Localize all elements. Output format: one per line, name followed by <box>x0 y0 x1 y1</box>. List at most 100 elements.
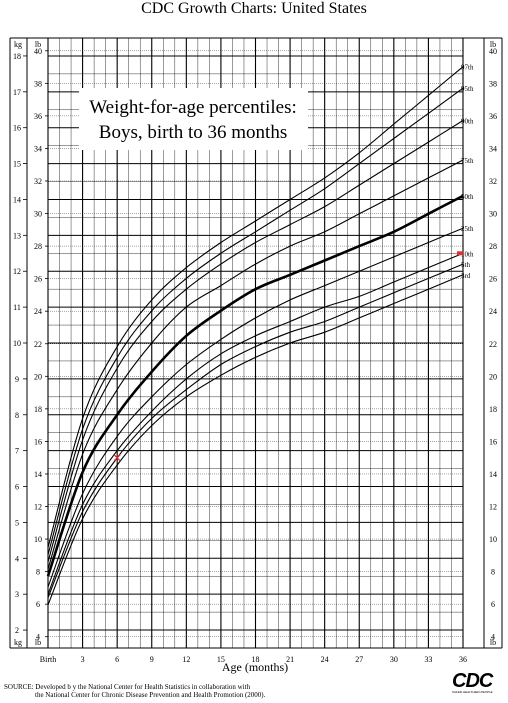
source-line-2: the National Center for Chronic Disease … <box>35 691 266 699</box>
percentile-labels: 97th 95th 90th 75th 50th 25th 10th 5th 3rd <box>461 64 474 280</box>
kg-tick-label: 17 <box>13 88 21 97</box>
lb-tick-label-left: 22 <box>34 340 42 349</box>
cdc-logo: CDC SAFER·HEALTHIER·PEOPLE <box>452 671 500 701</box>
kg-tick-label: 8 <box>15 411 19 420</box>
lb-tick-label-right: 36 <box>489 112 497 121</box>
percentile-label-97th: 97th <box>461 64 474 72</box>
lb-tick-label-left: 4 <box>36 633 40 642</box>
title-box <box>79 88 308 150</box>
lb-tick-label-left: 28 <box>34 242 42 251</box>
x-tick-label: 6 <box>115 655 119 664</box>
lb-tick-label-right: 32 <box>489 177 497 186</box>
lb-tick-label-left: 38 <box>34 79 42 88</box>
kg-tick-label: 6 <box>15 483 19 492</box>
kg-tick-label: 15 <box>13 160 21 169</box>
chart-title-line1: Weight-for-age percentiles: <box>89 97 297 118</box>
x-tick-label: 15 <box>217 655 225 664</box>
x-tick-label: 21 <box>286 655 294 664</box>
percentile-label-50th: 50th <box>461 193 474 201</box>
lb-tick-label-right: 12 <box>489 503 497 512</box>
kg-tick-label: 7 <box>15 447 19 456</box>
kg-unit-bottom: kg <box>14 638 22 647</box>
lb-tick-label-right: 18 <box>489 405 497 414</box>
kg-tick-label: 4 <box>15 554 19 563</box>
x-tick-label: 33 <box>424 655 432 664</box>
lb-tick-label-left: 6 <box>36 600 40 609</box>
lb-tick-label-right: 22 <box>489 340 497 349</box>
percentile-line-10th <box>47 252 464 595</box>
source-line-1: SOURCE: Developed b y the National Cente… <box>4 683 251 691</box>
lb-tick-label-left: 36 <box>34 112 42 121</box>
kg-tick-label: 2 <box>15 626 19 635</box>
lb-tick-label-left: 26 <box>34 275 42 284</box>
lb-tick-label-right: 28 <box>489 242 497 251</box>
lb-tick-label-right: 30 <box>489 210 497 219</box>
x-tick-label: 24 <box>321 655 329 664</box>
percentile-line-25th <box>47 227 464 588</box>
lb-tick-label-right: 24 <box>489 307 497 316</box>
edge-marker <box>457 251 463 256</box>
lb-tick-label-left: 32 <box>34 177 42 186</box>
lb-tick-label-right: 34 <box>489 144 497 153</box>
lb-unit-left-bottom: lb <box>35 638 41 647</box>
lb-tick-label-left: 8 <box>36 568 40 577</box>
percentile-label-3rd: 3rd <box>461 272 471 280</box>
lb-tick-label-left: 16 <box>34 437 42 446</box>
percentile-line-3rd <box>47 274 464 606</box>
lb-tick-label-left: 34 <box>34 144 42 153</box>
percentile-label-90th: 90th <box>461 118 474 126</box>
percentile-line-97th <box>47 66 464 548</box>
kg-tick-label: 16 <box>13 124 21 133</box>
percentile-label-5th: 5th <box>461 261 470 269</box>
percentile-label-10th: 10th <box>461 250 474 258</box>
lb-tick-label-left: 18 <box>34 405 42 414</box>
lb-tick-label-right: 8 <box>491 568 495 577</box>
lb-tick-label-right: 40 <box>489 47 497 56</box>
kg-tick-label: 9 <box>15 375 19 384</box>
lb-tick-label-left: 10 <box>34 535 42 544</box>
chart-axes <box>9 37 503 649</box>
data-markers <box>113 251 463 462</box>
percentile-line-90th <box>47 120 464 563</box>
chart-title-line2: Boys, birth to 36 months <box>99 122 287 143</box>
percentile-line-75th <box>47 159 464 570</box>
lb-tick-label-left: 30 <box>34 210 42 219</box>
x-tick-label: Birth <box>40 655 56 664</box>
lb-tick-label-left: 20 <box>34 372 42 381</box>
x-tick-label: 27 <box>355 655 363 664</box>
lb-unit-right-top: lb <box>490 40 496 49</box>
percentile-line-5th <box>47 263 464 599</box>
percentile-lines <box>46 66 464 606</box>
kg-tick-label: 11 <box>13 303 21 312</box>
percentile-label-25th: 25th <box>461 225 474 233</box>
kg-tick-label: 12 <box>13 267 21 276</box>
kg-tick-label: 10 <box>13 339 21 348</box>
x-tick-label: 36 <box>459 655 467 664</box>
lb-tick-label-right: 38 <box>489 79 497 88</box>
lb-unit-right-bottom: lb <box>490 638 496 647</box>
lb-tick-label-right: 4 <box>491 633 495 642</box>
x-tick-label: 3 <box>81 655 85 664</box>
kg-tick-label: 3 <box>15 590 19 599</box>
source-note: SOURCE: Developed b y the National Cente… <box>4 683 265 699</box>
x-tick-label: 9 <box>150 655 154 664</box>
lb-tick-label-right: 20 <box>489 372 497 381</box>
x-tick-label: 18 <box>252 655 260 664</box>
percentile-label-95th: 95th <box>461 85 474 93</box>
lb-tick-label-left: 14 <box>34 470 42 479</box>
kg-tick-label: 18 <box>13 52 21 61</box>
lb-tick-label-right: 10 <box>489 535 497 544</box>
lb-tick-label-left: 12 <box>34 503 42 512</box>
kg-tick-label: 13 <box>13 231 21 240</box>
x-axis-label: Age (months) <box>222 660 288 674</box>
lb-tick-label-right: 26 <box>489 275 497 284</box>
lb-tick-label-right: 6 <box>491 600 495 609</box>
kg-tick-label: 14 <box>13 195 21 204</box>
x-tick-label: 12 <box>182 655 190 664</box>
lb-unit-left-top: lb <box>35 40 41 49</box>
cdc-logo-subtext: SAFER·HEALTHIER·PEOPLE <box>452 690 493 694</box>
kg-unit-top: kg <box>14 40 22 49</box>
lb-tick-label-right: 16 <box>489 437 497 446</box>
